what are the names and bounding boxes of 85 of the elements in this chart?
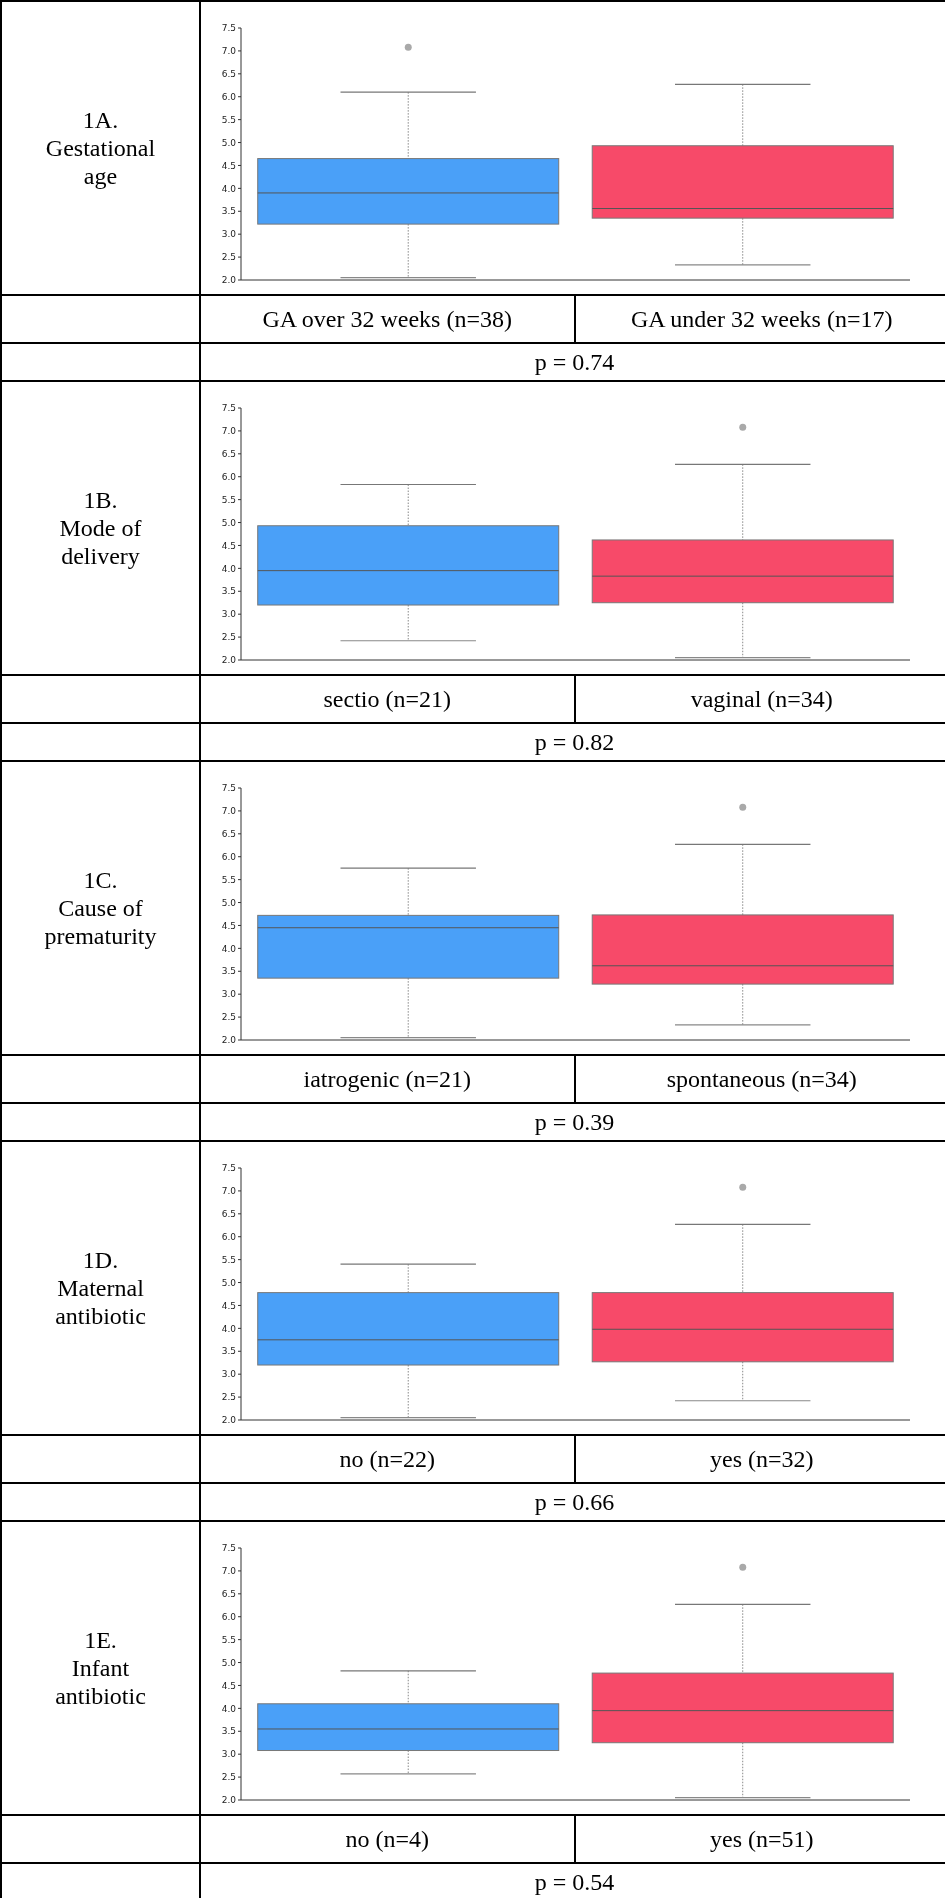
y-tick-label: 3.5 xyxy=(221,1346,236,1357)
y-tick-label: 4.5 xyxy=(221,1680,236,1691)
y-tick-label: 5.5 xyxy=(221,874,236,885)
text: 1C. xyxy=(82,866,119,894)
y-tick-label: 4.5 xyxy=(221,160,236,171)
y-tick-label: 2.5 xyxy=(221,632,236,643)
y-tick-label: 6.0 xyxy=(221,851,237,862)
y-tick-label: 2.0 xyxy=(221,1035,237,1046)
y-tick-label: 6.0 xyxy=(221,471,237,482)
y-tick-label: 7.5 xyxy=(221,1543,236,1554)
y-tick-label: 4.0 xyxy=(221,1323,237,1334)
text: Mode of delivery xyxy=(58,514,143,570)
y-tick-label: 7.0 xyxy=(221,1566,237,1577)
y-tick-label: 3.5 xyxy=(221,1726,236,1737)
y-tick-label: 5.0 xyxy=(221,1277,237,1288)
y-tick-label: 3.0 xyxy=(221,1369,237,1380)
y-tick-label: 6.0 xyxy=(221,1611,237,1622)
text: Maternal antibiotic xyxy=(54,1274,147,1330)
y-tick-label: 5.5 xyxy=(221,114,236,125)
y-tick-label: 4.0 xyxy=(221,1703,237,1714)
y-tick-label: 6.5 xyxy=(221,1209,236,1220)
text: 1E. xyxy=(83,1626,118,1654)
y-tick-label: 5.5 xyxy=(221,494,236,505)
text: Gestational age xyxy=(44,134,157,190)
y-tick-label: 4.0 xyxy=(221,183,237,194)
y-tick-label: 3.5 xyxy=(221,206,236,217)
x-tick-label: spontaneous (n=34) xyxy=(573,1056,945,1102)
y-tick-label: 6.5 xyxy=(221,69,236,80)
y-tick-label: 3.0 xyxy=(221,609,237,620)
y-tick-label: 7.5 xyxy=(221,783,236,794)
text: Infant antibiotic xyxy=(54,1654,147,1710)
text: 1A. xyxy=(81,106,120,134)
text: p = 0.82 xyxy=(534,728,615,756)
y-tick-label: 4.0 xyxy=(221,943,237,954)
x-tick-label: no (n=22) xyxy=(338,1444,436,1474)
y-tick-label: 4.5 xyxy=(221,540,236,551)
y-tick-label: 2.5 xyxy=(221,1012,236,1023)
y-tick-label: 4.5 xyxy=(221,1300,236,1311)
x-tick-label: yes (n=51) xyxy=(573,1816,945,1862)
y-tick-label: 6.0 xyxy=(221,91,237,102)
y-tick-label: 5.0 xyxy=(221,897,237,908)
y-tick-label: 5.0 xyxy=(221,517,237,528)
y-tick-label: 7.0 xyxy=(221,46,237,57)
y-tick-label: 2.0 xyxy=(221,655,237,666)
x-tick-label: yes (n=32) xyxy=(573,1436,945,1482)
y-tick-label: 7.0 xyxy=(221,1186,237,1197)
y-tick-label: 2.5 xyxy=(221,1772,236,1783)
y-tick-label: 3.5 xyxy=(221,966,236,977)
y-tick-label: 2.0 xyxy=(221,275,237,286)
text: p = 0.74 xyxy=(534,348,615,376)
x-tick-label: sectio (n=21) xyxy=(322,684,452,714)
y-tick-label: 4.5 xyxy=(221,920,236,931)
y-tick-label: 7.5 xyxy=(221,23,236,34)
y-tick-label: 3.5 xyxy=(221,586,236,597)
y-tick-label: 2.0 xyxy=(221,1795,237,1806)
text: 1B. xyxy=(82,486,119,514)
y-tick-label: 2.5 xyxy=(221,252,236,263)
y-tick-label: 3.0 xyxy=(221,229,237,240)
x-tick-label: GA over 32 weeks (n=38) xyxy=(261,304,513,334)
y-tick-label: 7.5 xyxy=(221,1163,236,1174)
text: p = 0.39 xyxy=(534,1108,615,1136)
y-tick-label: 4.0 xyxy=(221,563,237,574)
y-tick-label: 2.5 xyxy=(221,1392,236,1403)
text: p = 0.54 xyxy=(534,1868,615,1896)
y-tick-label: 6.5 xyxy=(221,449,236,460)
y-tick-label: 5.0 xyxy=(221,137,237,148)
y-tick-label: 6.0 xyxy=(221,1231,237,1242)
y-tick-label: 3.0 xyxy=(221,1749,237,1760)
y-tick-label: 5.0 xyxy=(221,1657,237,1668)
x-tick-label: no (n=4) xyxy=(344,1824,430,1854)
y-tick-label: 6.5 xyxy=(221,829,236,840)
y-tick-label: 2.0 xyxy=(221,1415,237,1426)
y-tick-label: 7.0 xyxy=(221,806,237,817)
text: Cause of prematurity xyxy=(43,894,158,950)
y-tick-label: 7.0 xyxy=(221,426,237,437)
text: p = 0.66 xyxy=(534,1488,615,1516)
x-tick-label: iatrogenic (n=21) xyxy=(302,1064,472,1094)
y-tick-label: 7.5 xyxy=(221,403,236,414)
y-tick-label: 5.5 xyxy=(221,1634,236,1645)
text: 1D. xyxy=(81,1246,120,1274)
y-tick-label: 5.5 xyxy=(221,1254,236,1265)
x-tick-label: GA under 32 weeks (n=17) xyxy=(573,296,945,342)
y-tick-label: 3.0 xyxy=(221,989,237,1000)
x-tick-label: vaginal (n=34) xyxy=(573,676,945,722)
y-tick-label: 6.5 xyxy=(221,1589,236,1600)
